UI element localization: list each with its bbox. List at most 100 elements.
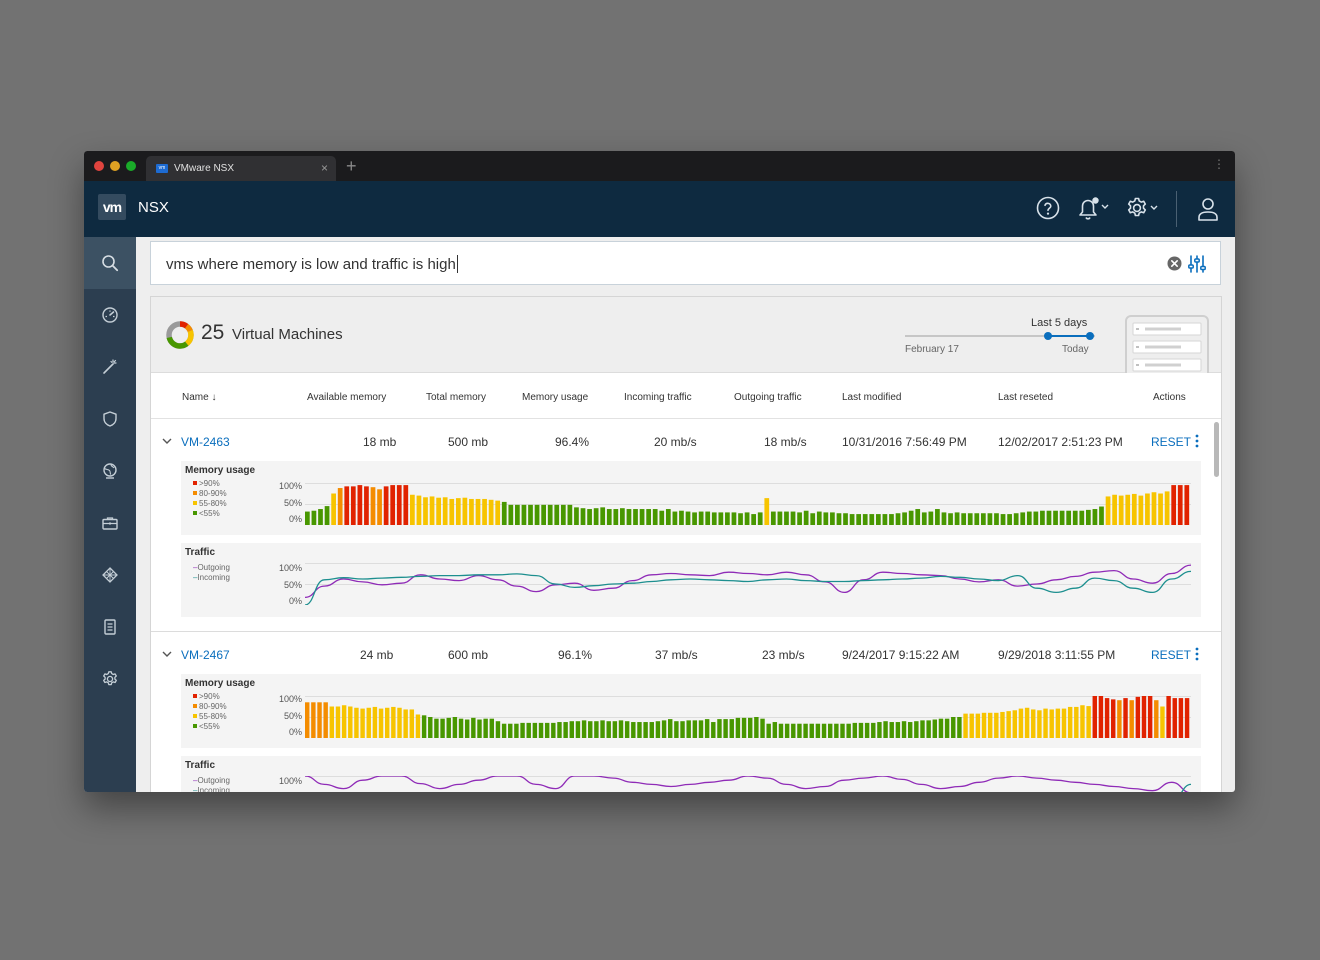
gear-icon[interactable]	[1126, 196, 1162, 227]
time-range-slider[interactable]	[905, 331, 1095, 341]
column-header-last-reseted[interactable]: Last reseted	[998, 392, 1054, 403]
memory-bar	[1000, 514, 1006, 525]
memory-bar	[784, 511, 789, 525]
browser-tab[interactable]: vm VMware NSX ×	[146, 156, 336, 181]
memory-bar	[926, 720, 931, 738]
slider-handle-end[interactable]	[1086, 332, 1094, 340]
sidebar-item-reports[interactable]	[84, 601, 136, 653]
vm-name-link[interactable]: VM-2467	[181, 648, 230, 662]
last-modified-value: 10/31/2016 7:56:49 PM	[842, 435, 967, 449]
memory-bar	[741, 717, 747, 738]
memory-bar	[318, 509, 323, 525]
filter-settings-icon[interactable]	[1187, 254, 1207, 279]
sidebar-item-dashboard[interactable]	[84, 289, 136, 341]
memory-bar	[858, 722, 864, 738]
memory-bar	[515, 504, 520, 525]
memory-bar	[803, 510, 809, 525]
memory-bar	[1138, 495, 1144, 525]
memory-bar	[495, 500, 501, 525]
text-caret	[456, 255, 458, 273]
reset-button[interactable]: RESET	[1151, 435, 1192, 449]
chevron-down-icon[interactable]	[162, 651, 172, 657]
tab-close-icon[interactable]: ×	[320, 161, 328, 175]
memory-bar	[633, 509, 638, 525]
memory-bar	[875, 514, 881, 525]
memory-bar	[335, 706, 341, 738]
memory-bar	[544, 722, 550, 738]
sidebar-item-search[interactable]	[84, 237, 136, 289]
memory-bar	[836, 513, 842, 525]
bell-icon[interactable]	[1076, 196, 1112, 227]
search-input[interactable]: vms where memory is low and traffic is h…	[150, 241, 1221, 285]
memory-bar	[1055, 708, 1061, 738]
memory-bar	[1040, 510, 1045, 525]
minimize-window-button[interactable]	[110, 161, 120, 171]
memory-bar	[1043, 708, 1048, 738]
server-rack-illustration	[1125, 315, 1209, 373]
y-tick-label: 100%	[278, 481, 302, 491]
scrollbar-thumb[interactable]	[1214, 422, 1219, 477]
browser-menu-icon[interactable]: ⋮	[1213, 157, 1225, 171]
memory-bar	[944, 718, 950, 738]
column-header-available-memory[interactable]: Available memory	[307, 392, 387, 403]
memory-bar	[889, 514, 894, 525]
memory-bar	[1147, 696, 1153, 738]
more-actions-icon[interactable]	[1195, 647, 1199, 661]
memory-bar	[305, 702, 310, 738]
help-icon[interactable]	[1036, 196, 1060, 225]
app-name: NSX	[138, 199, 169, 216]
new-tab-button[interactable]: +	[346, 156, 357, 176]
column-header-memory-usage[interactable]: Memory usage	[522, 392, 589, 403]
memory-bar	[305, 511, 310, 525]
memory-bar	[1053, 510, 1058, 525]
sidebar-item-security[interactable]	[84, 393, 136, 445]
memory-bar	[464, 719, 470, 738]
memory-bar	[668, 719, 673, 738]
traffic-chart: Traffic –Outgoing –Incoming 100% 50% 0%	[181, 543, 1201, 617]
chevron-down-icon[interactable]	[162, 438, 172, 444]
sidebar-item-system[interactable]	[84, 653, 136, 705]
memory-bar	[963, 713, 968, 738]
close-window-button[interactable]	[94, 161, 104, 171]
memory-bar	[882, 514, 888, 525]
sidebar-item-tools[interactable]	[84, 341, 136, 393]
incoming-traffic-value: 20 mb/s	[654, 435, 697, 449]
y-tick-label: 50%	[283, 580, 302, 590]
user-icon[interactable]	[1196, 196, 1220, 227]
sidebar-item-inventory[interactable]	[84, 497, 136, 549]
memory-bar	[446, 717, 451, 738]
chart-title: Memory usage	[185, 465, 256, 476]
memory-bar	[471, 717, 476, 738]
memory-bar	[649, 722, 654, 738]
column-header-last-modified[interactable]: Last modified	[842, 392, 902, 403]
memory-bar	[821, 723, 827, 738]
sidebar-item-topology[interactable]	[84, 549, 136, 601]
memory-bar	[1178, 698, 1184, 738]
memory-bar	[849, 514, 855, 525]
memory-bar	[797, 512, 802, 525]
column-header-total-memory[interactable]: Total memory	[426, 392, 487, 403]
memory-bar	[680, 721, 685, 738]
column-header-outgoing-traffic[interactable]: Outgoing traffic	[734, 392, 802, 403]
memory-bar	[1018, 708, 1024, 738]
memory-bar	[390, 485, 396, 525]
more-actions-icon[interactable]	[1195, 434, 1199, 448]
vmware-logo[interactable]: vm	[98, 194, 126, 220]
settings-icon	[103, 671, 117, 686]
sidebar-item-networking[interactable]	[84, 445, 136, 497]
reset-button[interactable]: RESET	[1151, 648, 1192, 662]
memory-bar	[672, 511, 678, 525]
memory-bar	[895, 513, 901, 525]
memory-bar	[1086, 706, 1091, 738]
memory-bar	[840, 723, 845, 738]
column-header-incoming-traffic[interactable]: Incoming traffic	[624, 392, 692, 403]
memory-bar	[1112, 494, 1117, 525]
vm-name-link[interactable]: VM-2463	[181, 435, 230, 449]
clear-search-icon[interactable]	[1167, 256, 1182, 276]
time-range-start: February 17	[905, 344, 959, 355]
memory-bar	[938, 718, 944, 738]
column-header-name[interactable]: Name ↓	[182, 392, 217, 403]
search-query-text: vms where memory is low and traffic is h…	[166, 255, 458, 273]
slider-handle-start[interactable]	[1044, 332, 1052, 340]
maximize-window-button[interactable]	[126, 161, 136, 171]
